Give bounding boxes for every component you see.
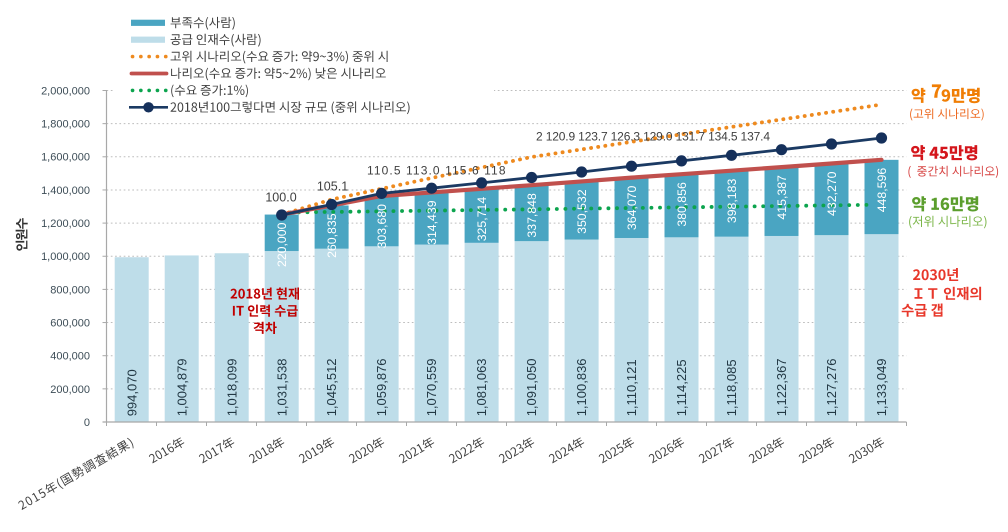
svg-text:325,714: 325,714 (475, 197, 489, 242)
svg-text:1,100,836: 1,100,836 (574, 358, 589, 416)
svg-text:1,114,225: 1,114,225 (674, 359, 689, 416)
svg-text:1,122,367: 1,122,367 (774, 358, 789, 416)
svg-text:1,000,000: 1,000,000 (41, 251, 90, 263)
svg-text:1,031,538: 1,031,538 (274, 358, 289, 416)
svg-text:1,133,049: 1,133,049 (874, 358, 889, 416)
svg-text:303,680: 303,680 (375, 204, 389, 249)
svg-text:1,200,000: 1,200,000 (41, 218, 90, 230)
svg-text:1,600,000: 1,600,000 (41, 152, 90, 164)
svg-text:350,532: 350,532 (575, 189, 589, 234)
svg-text:600,000: 600,000 (50, 317, 90, 329)
svg-text:1,004,879: 1,004,879 (174, 358, 189, 416)
svg-text:0: 0 (84, 417, 90, 429)
svg-text:2 120.9 123.7 126.3 129.0 131.: 2 120.9 123.7 126.3 129.0 131.7 134.5 13… (536, 130, 770, 144)
svg-text:1,081,063: 1,081,063 (474, 358, 489, 416)
svg-text:1,400,000: 1,400,000 (41, 185, 90, 197)
svg-text:364,070: 364,070 (625, 185, 639, 230)
svg-text:800,000: 800,000 (50, 284, 90, 296)
svg-text:200,000: 200,000 (50, 384, 90, 396)
svg-text:2,000,000: 2,000,000 (41, 85, 90, 97)
svg-text:1,091,050: 1,091,050 (524, 358, 539, 416)
svg-text:1,059,876: 1,059,876 (374, 358, 389, 416)
svg-text:105.1: 105.1 (317, 180, 348, 194)
svg-text:337,848: 337,848 (525, 193, 539, 238)
svg-text:415,387: 415,387 (775, 175, 789, 220)
svg-text:1,118,085: 1,118,085 (724, 359, 739, 416)
svg-text:432,270: 432,270 (825, 171, 839, 216)
svg-text:380,856: 380,856 (675, 182, 689, 227)
svg-text:400,000: 400,000 (50, 351, 90, 363)
svg-text:220,000: 220,000 (275, 222, 289, 267)
svg-text:314,439: 314,439 (425, 200, 439, 245)
svg-text:1,018,099: 1,018,099 (224, 358, 239, 416)
svg-text:260,835: 260,835 (325, 213, 339, 258)
svg-text:398,183: 398,183 (725, 179, 739, 224)
svg-text:100.0: 100.0 (265, 190, 296, 204)
svg-text:1,110,121: 1,110,121 (624, 359, 639, 416)
svg-text:1,127,276: 1,127,276 (824, 358, 839, 416)
svg-text:1,800,000: 1,800,000 (41, 119, 90, 131)
svg-text:110.5 113.0 115.6 118: 110.5 113.0 115.6 118 (367, 164, 506, 178)
svg-text:994,070: 994,070 (124, 369, 139, 416)
svg-text:448,596: 448,596 (875, 168, 889, 213)
svg-text:1,070,559: 1,070,559 (424, 358, 439, 416)
svg-text:1,045,512: 1,045,512 (324, 358, 339, 416)
